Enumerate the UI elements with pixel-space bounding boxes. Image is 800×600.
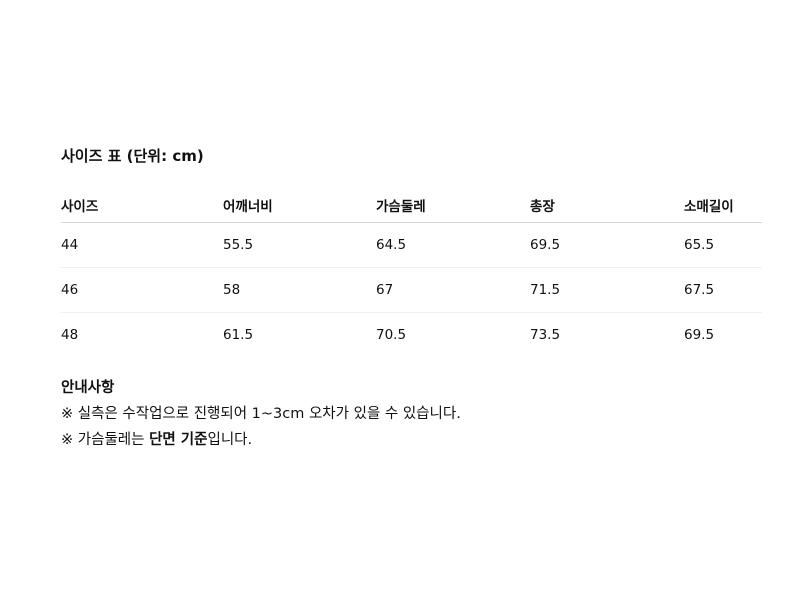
cell: 70.5 (376, 327, 407, 343)
cell: 71.5 (530, 267, 684, 313)
size-chart: 사이즈 표 (단위: cm) 사이즈 어깨너비 가슴둘레 총장 소매길이 44 … (61, 146, 762, 453)
notes-heading: 안내사항 (61, 380, 115, 396)
note-text: ※ 가슴둘레는 (61, 432, 150, 448)
header-sleeve: 소매길이 (684, 188, 762, 223)
cell: 65.5 (684, 222, 762, 268)
cell: 67 (376, 267, 530, 313)
cell: 55.5 (223, 222, 376, 268)
header-shoulder: 어깨너비 (223, 188, 376, 223)
cell: 69.5 (530, 222, 684, 268)
header-length: 총장 (530, 188, 684, 223)
note-text: 입니다. (207, 432, 253, 448)
note-line: ※ 실측은 수작업으로 진행되어 1~3cm 오차가 있을 수 있습니다. (61, 406, 461, 422)
size-table: 사이즈 어깨너비 가슴둘레 총장 소매길이 44 55.5 64.5 69.5 … (61, 188, 762, 357)
notes: 안내사항 ※ 실측은 수작업으로 진행되어 1~3cm 오차가 있을 수 있습니… (61, 375, 762, 453)
header-size: 사이즈 (61, 188, 223, 223)
cell: 61.5 (223, 327, 254, 343)
cell: 58 (223, 267, 376, 313)
cell: 73.5 (530, 327, 561, 343)
cell: 67.5 (684, 267, 762, 313)
cell: 69.5 (684, 327, 715, 343)
note-emphasis: 단면 기준 (149, 432, 208, 448)
table-header-row: 사이즈 어깨너비 가슴둘레 총장 소매길이 (61, 188, 762, 223)
header-chest: 가슴둘레 (376, 188, 530, 223)
cell: 64.5 (376, 222, 530, 268)
cell: 44 (61, 222, 223, 268)
note-line: ※ 가슴둘레는 단면 기준입니다. (61, 427, 762, 453)
page-title: 사이즈 표 (단위: cm) (61, 147, 204, 165)
cell: 48 (61, 327, 79, 343)
table-row: 46 58 67 71.5 67.5 (61, 267, 762, 313)
table-row: 48 61.5 70.5 73.5 69.5 (61, 313, 762, 358)
cell: 46 (61, 267, 223, 313)
table-row: 44 55.5 64.5 69.5 65.5 (61, 222, 762, 268)
